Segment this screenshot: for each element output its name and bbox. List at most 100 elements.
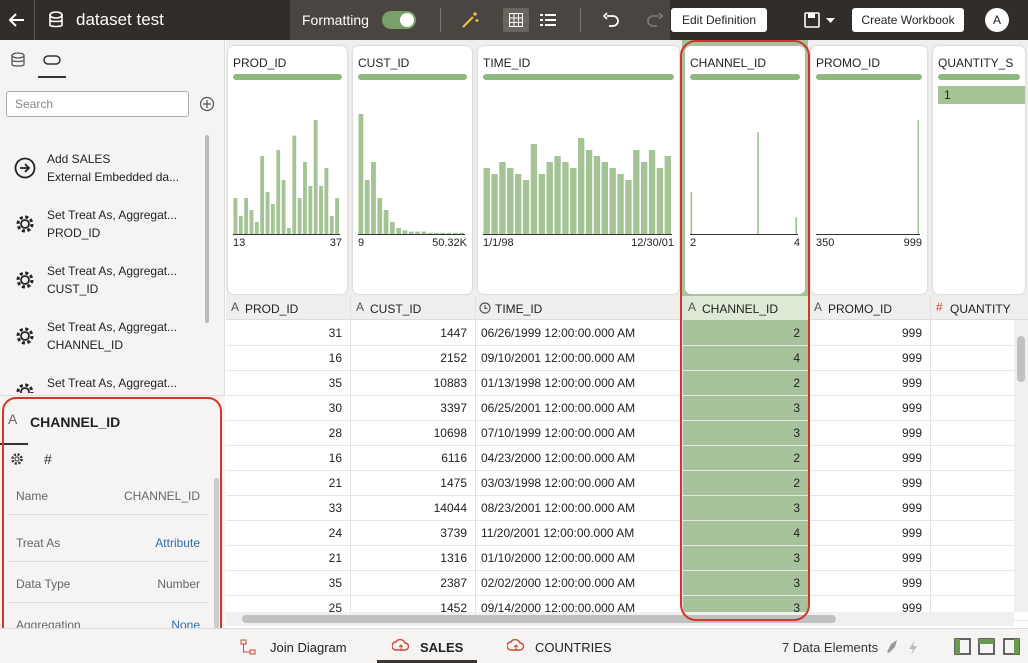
column-header[interactable]: QUANTITY <box>950 302 1011 316</box>
cell: 999 <box>901 526 922 540</box>
histogram-bar <box>795 217 797 234</box>
histogram-bar <box>244 198 249 234</box>
range-min: 1/1/98 <box>483 237 514 249</box>
histogram-bar <box>633 150 640 234</box>
cell: 4 <box>793 351 800 365</box>
source-tab[interactable]: SALES <box>420 640 464 655</box>
cell: 24 <box>328 526 342 540</box>
cell: 2152 <box>440 351 467 365</box>
histogram-bar <box>313 120 318 234</box>
profile-card[interactable]: QUANTITY_S 1 <box>933 46 1025 294</box>
search-box[interactable]: Search <box>6 91 189 117</box>
quality-bar <box>690 74 800 80</box>
histogram-bar <box>421 231 427 234</box>
histogram-bar <box>601 162 608 234</box>
cell: 999 <box>901 551 922 565</box>
source-icon <box>507 638 525 651</box>
column-header[interactable]: CHANNEL_ID <box>702 302 779 316</box>
step-item[interactable]: Set Treat As, Aggregat... <box>0 375 205 393</box>
user-avatar[interactable]: A <box>985 8 1009 32</box>
cell: 999 <box>901 351 922 365</box>
step-title: Set Treat As, Aggregat... <box>47 320 178 334</box>
histogram-bar <box>329 216 334 234</box>
profile-name: TIME_ID <box>483 56 531 70</box>
cell: 30 <box>328 401 342 415</box>
row-divider <box>226 420 1028 421</box>
cell: 33 <box>328 501 342 515</box>
column-header[interactable]: PROMO_ID <box>828 302 893 316</box>
quality-bar <box>938 74 1020 80</box>
source-tab[interactable]: COUNTRIES <box>535 640 612 655</box>
histogram-bar <box>303 162 307 234</box>
histogram-bar <box>292 135 297 234</box>
edit-definition-button[interactable]: Edit Definition <box>671 8 767 32</box>
cell: 3397 <box>440 401 467 415</box>
row-divider <box>226 470 1028 471</box>
column-type-icon: A <box>356 300 365 314</box>
cell: 3 <box>793 401 800 415</box>
cell: 1316 <box>440 551 467 565</box>
cell: 999 <box>901 426 922 440</box>
search-placeholder: Search <box>15 97 54 111</box>
histogram-bar <box>396 228 402 234</box>
list-icon <box>540 14 556 26</box>
cell: 07/10/1999 12:00:00.000 AM <box>481 426 636 440</box>
range-max: 4 <box>793 237 800 249</box>
column-header[interactable]: TIME_ID <box>495 302 543 316</box>
histogram-bar <box>641 162 648 234</box>
create-workbook-button[interactable]: Create Workbook <box>852 8 964 32</box>
histogram-bar <box>260 156 265 234</box>
cell: 28 <box>328 426 342 440</box>
cell: 10883 <box>433 376 467 390</box>
formatting-toggle[interactable] <box>382 11 416 29</box>
histogram-bar <box>287 228 291 234</box>
undo-icon <box>602 12 619 27</box>
histogram-bar <box>371 162 376 234</box>
step-item[interactable]: Set Treat As, Aggregat... PROD_ID <box>0 207 205 257</box>
divider <box>34 0 35 40</box>
cell: 02/02/2000 12:00:00.000 AM <box>481 576 636 590</box>
column-header[interactable]: PROD_ID <box>245 302 299 316</box>
step-item[interactable]: Add SALES External Embedded da... <box>0 151 205 201</box>
h-scrollbar-thumb <box>242 615 836 623</box>
cell: 08/23/2001 12:00:00.000 AM <box>481 501 636 515</box>
cell: 6116 <box>441 451 467 465</box>
cell: 999 <box>901 451 922 465</box>
toolbar <box>290 0 670 40</box>
field-value[interactable]: Attribute <box>155 536 200 550</box>
histogram-bar <box>546 162 553 234</box>
row-divider <box>226 395 1028 396</box>
cell: 999 <box>901 576 922 590</box>
cell: 999 <box>901 376 922 390</box>
add-icon <box>199 96 215 112</box>
gear-icon <box>16 327 34 345</box>
cell: 1447 <box>440 326 467 340</box>
histogram-bar <box>562 162 569 234</box>
cell: 09/14/2000 12:00:00.000 AM <box>481 601 636 615</box>
row-divider <box>226 595 1028 596</box>
step-item[interactable]: Set Treat As, Aggregat... CUST_ID <box>0 263 205 313</box>
row-divider <box>226 520 1028 521</box>
profile-card[interactable]: PROMO_ID 350 999 <box>811 46 927 294</box>
histogram-bar <box>434 232 439 234</box>
highlight-outline <box>680 40 810 621</box>
number-tab[interactable]: # <box>44 451 52 467</box>
step-item[interactable]: Set Treat As, Aggregat... CHANNEL_ID <box>0 319 205 369</box>
cell: 25 <box>328 601 342 615</box>
profile-card[interactable]: CUST_ID 9 50.32K <box>353 46 472 294</box>
column-header[interactable]: CUST_ID <box>370 302 422 316</box>
cell: 2 <box>793 326 800 340</box>
data-grid: PROD_ID 13 37 CUST_ID 9 50.32K TIME_ID 1/1/98 12… <box>226 40 1028 628</box>
row-divider <box>226 570 1028 571</box>
quality-bar <box>233 74 342 80</box>
cell: 999 <box>901 601 922 615</box>
profile-card[interactable]: PROD_ID 13 37 <box>228 46 347 294</box>
field-value: Number <box>157 577 200 591</box>
profile-card[interactable]: CHANNEL_ID 2 4 <box>685 46 805 294</box>
cell: 3 <box>793 551 800 565</box>
source-tab[interactable]: Join Diagram <box>270 640 347 655</box>
cell: 16 <box>328 451 342 465</box>
grid-view-button[interactable] <box>503 8 529 32</box>
cell: 31 <box>328 326 342 340</box>
profile-card[interactable]: TIME_ID 1/1/98 12/30/01 <box>478 46 679 294</box>
